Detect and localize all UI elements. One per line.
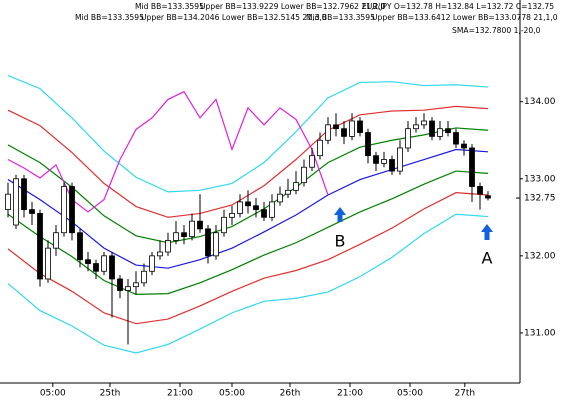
candle-body bbox=[133, 282, 139, 288]
y-tick-label: 134.00 bbox=[524, 97, 556, 107]
candle-body bbox=[101, 255, 107, 272]
candle-body bbox=[477, 186, 483, 195]
indicator-line bbox=[7, 213, 489, 354]
x-tick-label: 05:00 bbox=[219, 389, 245, 399]
candle-body bbox=[117, 278, 123, 291]
indicator-line bbox=[7, 90, 329, 213]
candle-body bbox=[13, 178, 19, 226]
candle-body bbox=[37, 213, 43, 280]
candle-body bbox=[189, 220, 195, 237]
candle-body bbox=[277, 193, 283, 203]
candle-body bbox=[269, 201, 275, 218]
candle-body bbox=[341, 128, 347, 137]
candle-body bbox=[205, 228, 211, 257]
candle-body bbox=[213, 232, 219, 257]
candle-body bbox=[5, 193, 11, 211]
candle-body bbox=[445, 128, 451, 133]
candle-body bbox=[429, 120, 435, 137]
candle-body bbox=[413, 124, 419, 130]
plot-marks bbox=[5, 74, 491, 354]
y-tick-label: 132.00 bbox=[524, 251, 556, 261]
candle-body bbox=[61, 186, 67, 234]
candle-body bbox=[453, 132, 459, 145]
candle-body bbox=[69, 186, 75, 234]
candle-body bbox=[245, 201, 251, 207]
indicator-line bbox=[7, 192, 489, 325]
candle-body bbox=[229, 213, 235, 218]
candle-body bbox=[421, 120, 427, 126]
y-tick-label: 133.00 bbox=[524, 174, 556, 184]
candle-body bbox=[125, 286, 131, 291]
indicator-line bbox=[7, 148, 489, 269]
candle-body bbox=[397, 147, 403, 172]
candle-body bbox=[109, 255, 115, 280]
indicator-label: Mid BB=133.3595 bbox=[306, 13, 375, 22]
candle-body bbox=[365, 132, 371, 157]
arrow bbox=[481, 224, 493, 240]
candle-body bbox=[437, 128, 443, 137]
indicator-label: Upper BB=133.6412 Lower BB=133.0778 21,1… bbox=[372, 13, 558, 22]
x-tick-label: 05:00 bbox=[397, 389, 423, 399]
candle-body bbox=[349, 120, 355, 137]
arrow bbox=[334, 207, 346, 222]
candle-body bbox=[325, 124, 331, 141]
candle-body bbox=[301, 166, 307, 184]
plot-area bbox=[0, 0, 520, 383]
candle-body bbox=[93, 263, 99, 272]
x-tick-label: 27th bbox=[454, 389, 475, 399]
candle-body bbox=[29, 209, 35, 214]
candle-body bbox=[85, 259, 91, 264]
candle-body bbox=[141, 270, 147, 284]
candle-body bbox=[53, 232, 59, 249]
candle-body bbox=[381, 159, 387, 164]
candle-body bbox=[309, 155, 315, 168]
indicator-label: EUR/JPY O=132.78 H=132.84 L=132.72 C=132… bbox=[362, 2, 554, 11]
candle-body bbox=[157, 251, 163, 257]
candle-body bbox=[285, 189, 291, 195]
candle-body bbox=[405, 128, 411, 149]
candle-body bbox=[333, 124, 339, 130]
candle-body bbox=[181, 232, 187, 237]
candle-body bbox=[45, 247, 51, 280]
candle-body bbox=[461, 143, 467, 149]
candle-body bbox=[237, 201, 243, 214]
candle-body bbox=[253, 205, 259, 211]
annotation: A bbox=[482, 249, 493, 268]
candle-body bbox=[261, 209, 267, 218]
candle-body bbox=[357, 120, 363, 133]
candle-body bbox=[469, 147, 475, 187]
x-tick-label: 25th bbox=[100, 389, 121, 399]
candle-body bbox=[293, 182, 299, 191]
candle-body bbox=[485, 195, 491, 199]
indicator-line bbox=[7, 74, 489, 193]
candle-body bbox=[21, 178, 27, 211]
indicator-label: Mid BB=133.3595 bbox=[135, 2, 204, 11]
candle-body bbox=[77, 232, 83, 261]
candle-body bbox=[165, 240, 171, 253]
indicator-label: Upper BB=133.9229 Lower BB=132.7962 21,2… bbox=[200, 2, 386, 11]
candle-body bbox=[197, 220, 203, 230]
last-price-label: 132.75 bbox=[524, 194, 556, 204]
annotation: B bbox=[335, 232, 346, 251]
x-tick-label: 05:00 bbox=[40, 389, 66, 399]
x-tick-label: 21:00 bbox=[167, 389, 193, 399]
indicator-label: SMA=132.7800 1,-20,0 bbox=[452, 26, 541, 35]
candle-body bbox=[373, 155, 379, 164]
candle-body bbox=[149, 255, 155, 272]
candle-body bbox=[173, 232, 179, 241]
indicator-label: Upper BB=134.2046 Lower BB=132.5145 21,3… bbox=[141, 13, 327, 22]
candle-body bbox=[221, 216, 227, 234]
candle-body bbox=[317, 139, 323, 157]
x-tick-label: 26th bbox=[280, 389, 301, 399]
y-tick-label: 131.00 bbox=[524, 328, 556, 338]
x-tick-label: 21:00 bbox=[337, 389, 363, 399]
candle-body bbox=[389, 159, 395, 172]
indicator-label: Mid BB=133.3595 bbox=[75, 13, 144, 22]
